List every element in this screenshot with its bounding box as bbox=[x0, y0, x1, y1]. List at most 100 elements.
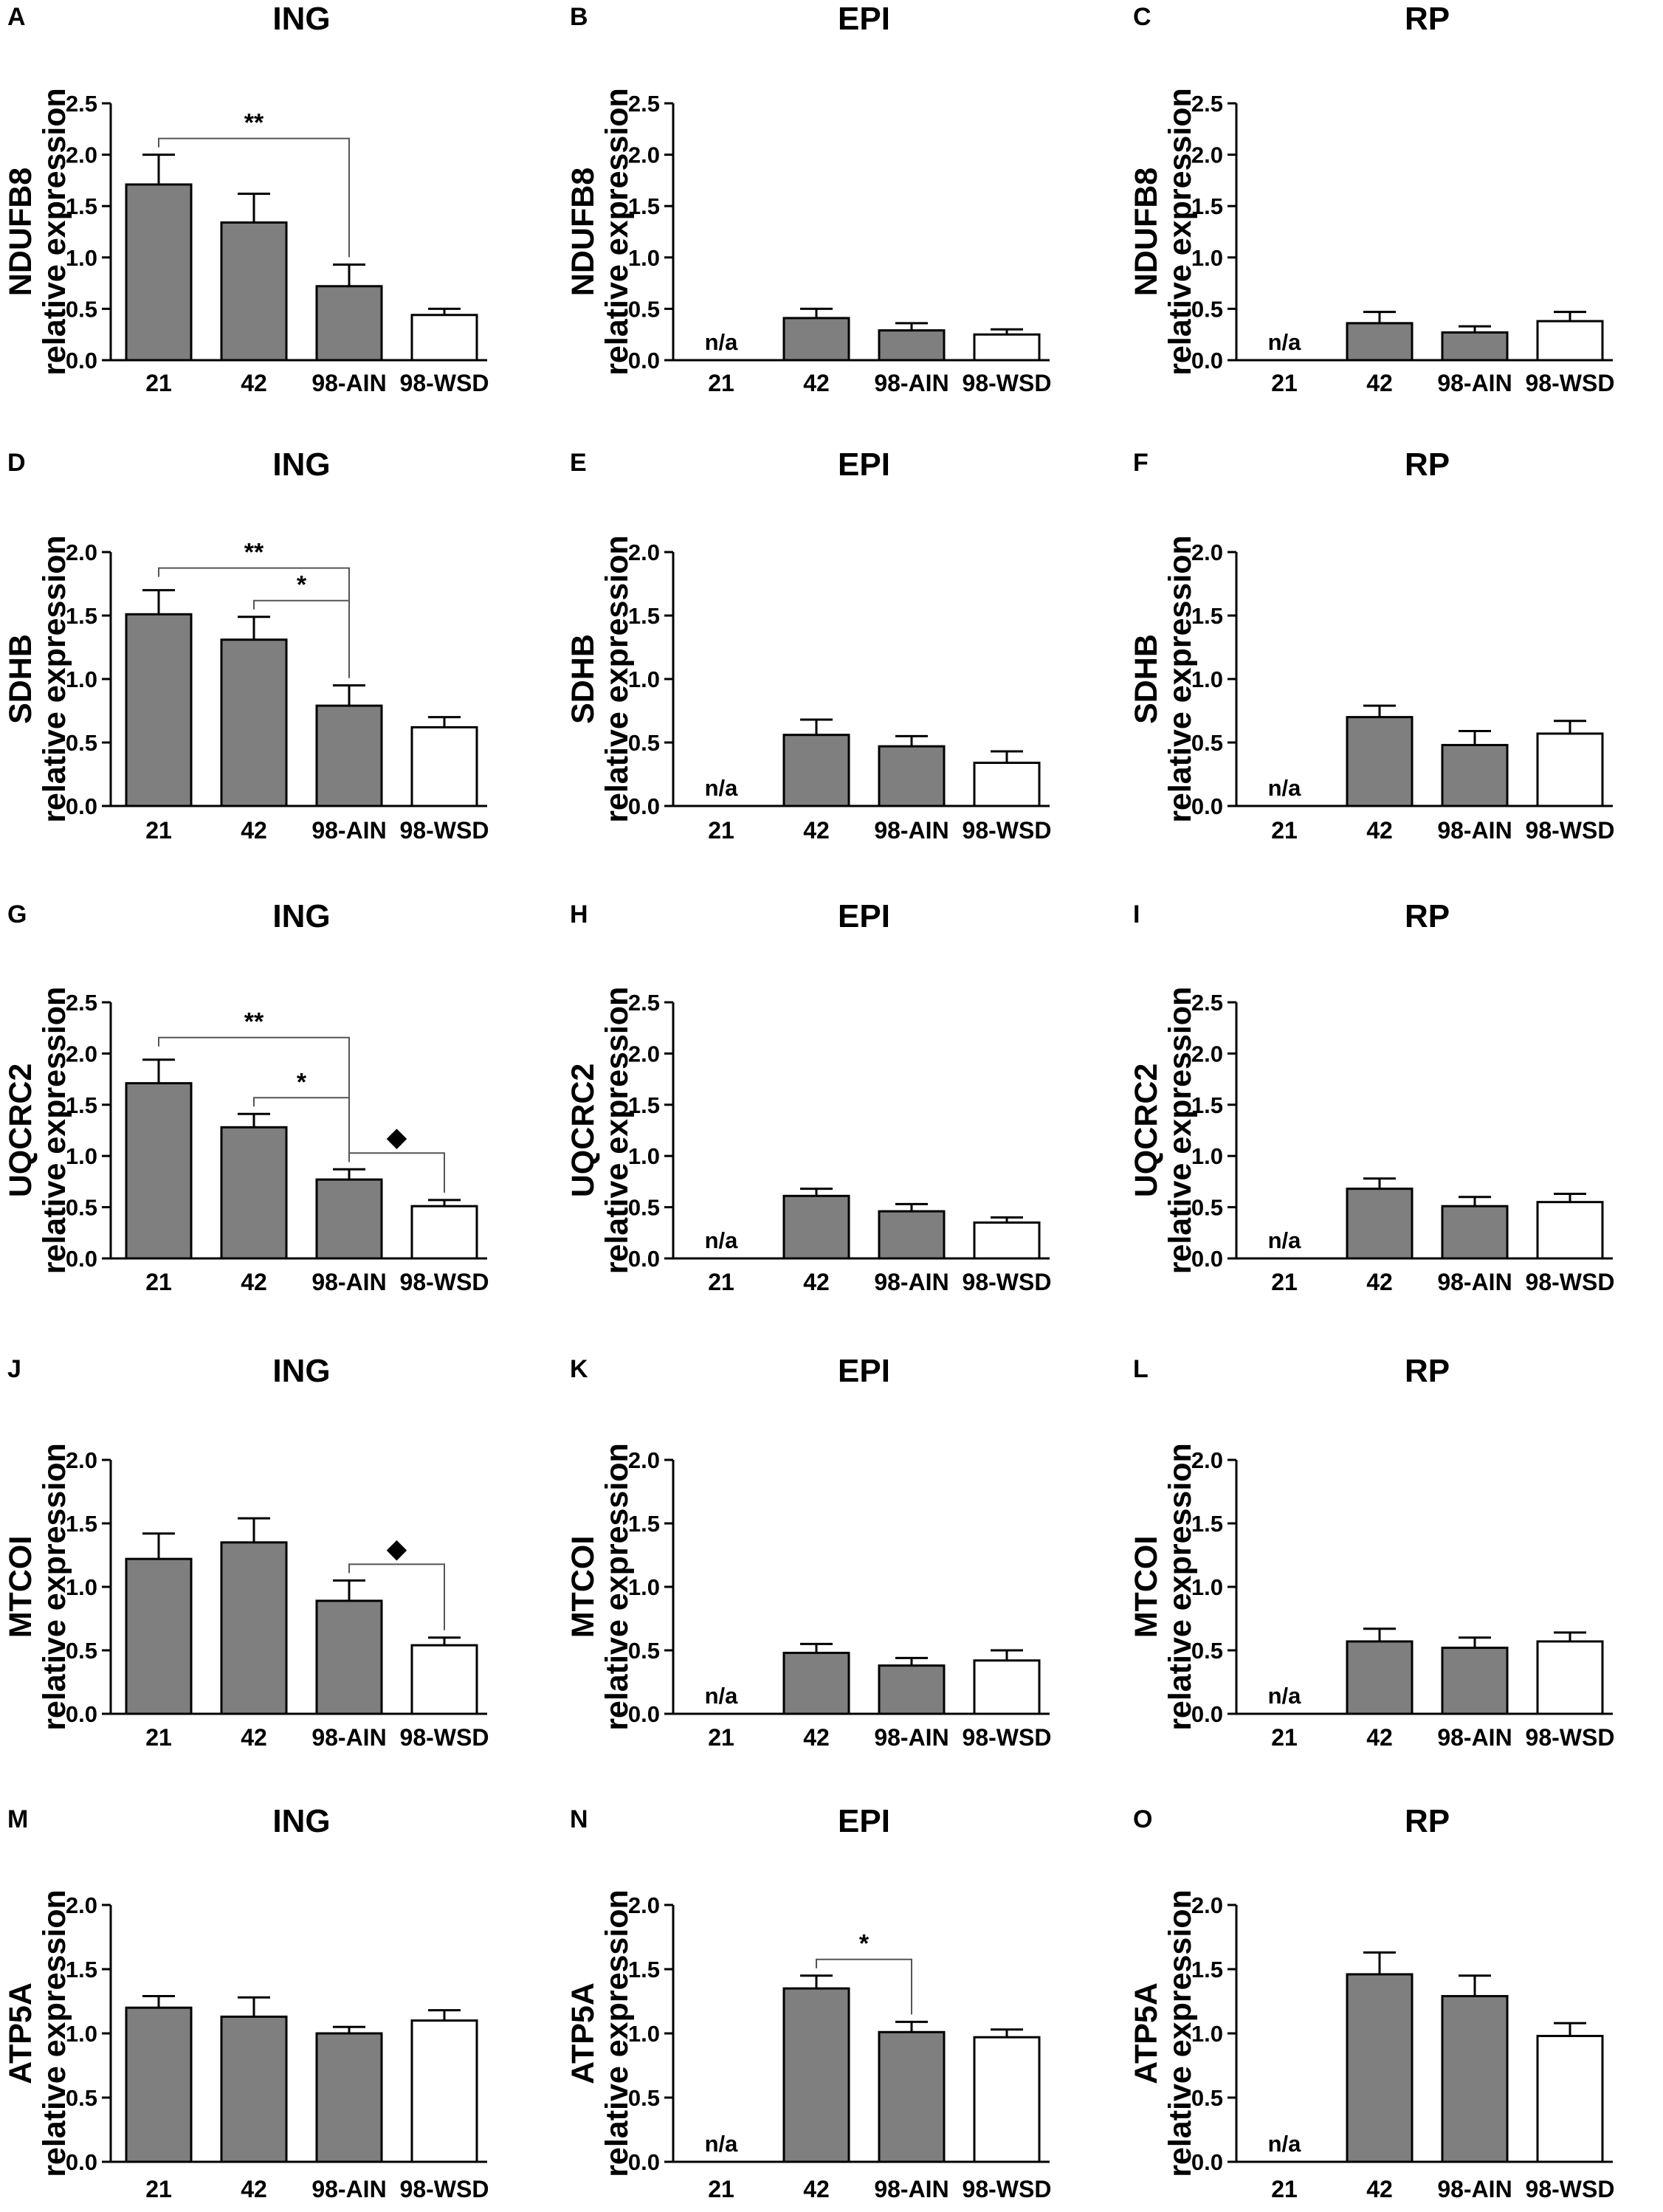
bar-21 bbox=[125, 1557, 193, 1715]
panel-title: EPI bbox=[838, 1353, 890, 1389]
y-axis-gene-label: ATP5A bbox=[1129, 1982, 1164, 2084]
panel-title: EPI bbox=[838, 898, 890, 934]
na-label: n/a bbox=[1268, 775, 1302, 801]
y-tick-label: 1.0 bbox=[66, 666, 97, 692]
panel-title: ING bbox=[272, 447, 330, 483]
x-tick-label: 21 bbox=[145, 1269, 172, 1295]
y-tick-label: 1.5 bbox=[1191, 193, 1223, 219]
y-tick-label: 1.0 bbox=[628, 245, 660, 271]
panel-title: ING bbox=[272, 1, 330, 37]
bar-98-AIN bbox=[315, 1178, 383, 1260]
y-tick-label: 1.5 bbox=[1191, 1092, 1223, 1118]
y-tick-label: 0.0 bbox=[628, 1701, 660, 1727]
y-tick-label: 0.0 bbox=[66, 348, 97, 373]
y-tick-label: 2.5 bbox=[66, 990, 97, 1016]
y-axis-label: relative expression bbox=[37, 535, 72, 823]
y-tick-label: 1.5 bbox=[628, 1957, 660, 1982]
na-label: n/a bbox=[705, 329, 739, 355]
bar-21 bbox=[125, 2006, 193, 2163]
bar-21 bbox=[125, 1082, 193, 1260]
bar-42 bbox=[220, 638, 288, 807]
x-tick-label: 98-WSD bbox=[1526, 817, 1615, 844]
x-tick-label: 42 bbox=[241, 1269, 267, 1295]
x-tick-label: 98-WSD bbox=[1526, 1269, 1615, 1295]
bar-98-AIN bbox=[315, 2032, 383, 2163]
y-tick-label: 2.0 bbox=[1191, 1041, 1223, 1067]
x-tick-label: 21 bbox=[708, 2176, 734, 2202]
panel-letter: M bbox=[7, 1805, 28, 1833]
x-tick-label: 98-AIN bbox=[1437, 1269, 1512, 1295]
y-tick-label: 1.0 bbox=[1191, 1574, 1223, 1600]
panel-letter: J bbox=[7, 1355, 21, 1383]
bar-98-AIN bbox=[878, 1210, 946, 1260]
y-axis-gene-label: NDUFB8 bbox=[1129, 168, 1164, 296]
panel-title: EPI bbox=[838, 447, 890, 483]
x-tick-label: 42 bbox=[1366, 1724, 1393, 1751]
bar-42 bbox=[1346, 1640, 1414, 1715]
y-tick-label: 0.0 bbox=[1191, 1246, 1223, 1272]
y-axis-label: relative expression bbox=[37, 88, 72, 376]
x-tick-label: 98-AIN bbox=[874, 2176, 948, 2202]
significance-marker: * bbox=[859, 1930, 870, 1958]
y-axis-label: relative expression bbox=[599, 987, 635, 1275]
y-tick-label: 1.5 bbox=[66, 1957, 97, 1982]
bar-98-AIN bbox=[315, 1599, 383, 1715]
panel-title: ING bbox=[272, 1803, 330, 1839]
x-tick-label: 98-AIN bbox=[311, 1269, 386, 1295]
bar-42 bbox=[1346, 1188, 1414, 1260]
x-tick-label: 42 bbox=[241, 370, 267, 396]
y-tick-label: 1.0 bbox=[1191, 245, 1223, 271]
x-tick-label: 42 bbox=[1366, 370, 1393, 396]
y-tick-label: 0.5 bbox=[66, 1195, 97, 1221]
y-tick-label: 1.0 bbox=[66, 2021, 97, 2047]
y-tick-label: 2.0 bbox=[66, 1892, 97, 1918]
x-tick-label: 21 bbox=[145, 370, 172, 396]
y-tick-label: 0.0 bbox=[66, 793, 97, 819]
x-tick-label: 98-WSD bbox=[400, 817, 489, 844]
y-tick-label: 0.0 bbox=[1191, 2149, 1223, 2175]
y-tick-label: 1.5 bbox=[628, 1092, 660, 1118]
panel-title: RP bbox=[1405, 1, 1450, 37]
significance-marker: * bbox=[297, 1068, 307, 1096]
y-axis-gene-label: ATP5A bbox=[565, 1982, 601, 2084]
panel-title: EPI bbox=[838, 1803, 890, 1839]
x-tick-label: 98-WSD bbox=[963, 370, 1052, 396]
y-axis-gene-label: ATP5A bbox=[3, 1982, 38, 2084]
x-tick-label: 98-AIN bbox=[1437, 370, 1512, 396]
significance-bracket bbox=[816, 1958, 912, 2015]
bar-98-WSD bbox=[1536, 1201, 1604, 1260]
y-axis-label: relative expression bbox=[37, 1443, 72, 1731]
y-tick-label: 0.5 bbox=[1191, 1195, 1223, 1221]
y-tick-label: 0.5 bbox=[66, 296, 97, 322]
panel-title: RP bbox=[1405, 1803, 1450, 1839]
x-tick-label: 42 bbox=[241, 817, 267, 844]
bar-98-WSD bbox=[973, 1659, 1041, 1715]
y-tick-label: 0.5 bbox=[1191, 1638, 1223, 1664]
y-tick-label: 1.5 bbox=[628, 603, 660, 629]
y-tick-label: 2.5 bbox=[1191, 91, 1223, 117]
bar-98-WSD bbox=[973, 2036, 1041, 2163]
y-tick-label: 1.0 bbox=[1191, 2021, 1223, 2047]
y-tick-label: 2.0 bbox=[66, 1041, 97, 1067]
bar-42 bbox=[782, 1651, 850, 1715]
y-tick-label: 0.5 bbox=[1191, 730, 1223, 756]
significance-marker: ◆ bbox=[386, 1534, 407, 1562]
x-tick-label: 98-WSD bbox=[400, 370, 489, 396]
x-tick-label: 21 bbox=[1271, 817, 1298, 844]
x-tick-label: 21 bbox=[708, 370, 734, 396]
x-tick-label: 42 bbox=[241, 1724, 267, 1751]
na-label: n/a bbox=[705, 2131, 739, 2157]
x-tick-label: 98-WSD bbox=[400, 1269, 489, 1295]
x-tick-label: 98-AIN bbox=[1437, 2176, 1512, 2202]
x-tick-label: 42 bbox=[803, 1724, 830, 1751]
x-tick-label: 98-AIN bbox=[311, 1724, 386, 1751]
y-tick-label: 2.5 bbox=[66, 91, 97, 117]
na-label: n/a bbox=[1268, 2131, 1302, 2157]
bar-98-WSD bbox=[973, 762, 1041, 807]
